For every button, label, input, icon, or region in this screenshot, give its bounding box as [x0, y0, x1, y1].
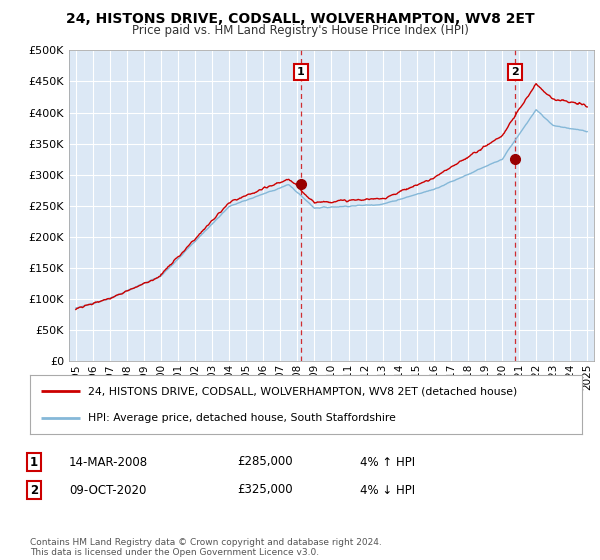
Text: 1: 1: [30, 455, 38, 469]
Text: 4% ↑ HPI: 4% ↑ HPI: [360, 455, 415, 469]
Text: 4% ↓ HPI: 4% ↓ HPI: [360, 483, 415, 497]
Text: 1: 1: [297, 67, 305, 77]
Text: 09-OCT-2020: 09-OCT-2020: [69, 483, 146, 497]
Text: £325,000: £325,000: [237, 483, 293, 497]
Text: 24, HISTONS DRIVE, CODSALL, WOLVERHAMPTON, WV8 2ET: 24, HISTONS DRIVE, CODSALL, WOLVERHAMPTO…: [65, 12, 535, 26]
Text: HPI: Average price, detached house, South Staffordshire: HPI: Average price, detached house, Sout…: [88, 413, 396, 423]
Text: 14-MAR-2008: 14-MAR-2008: [69, 455, 148, 469]
Text: Price paid vs. HM Land Registry's House Price Index (HPI): Price paid vs. HM Land Registry's House …: [131, 24, 469, 37]
Text: £285,000: £285,000: [237, 455, 293, 469]
Text: 2: 2: [30, 483, 38, 497]
Text: Contains HM Land Registry data © Crown copyright and database right 2024.
This d: Contains HM Land Registry data © Crown c…: [30, 538, 382, 557]
Text: 24, HISTONS DRIVE, CODSALL, WOLVERHAMPTON, WV8 2ET (detached house): 24, HISTONS DRIVE, CODSALL, WOLVERHAMPTO…: [88, 386, 517, 396]
Text: 2: 2: [511, 67, 519, 77]
